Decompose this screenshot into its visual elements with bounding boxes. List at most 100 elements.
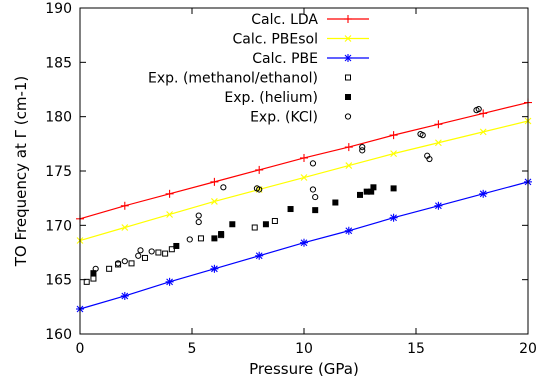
y-axis-label: TO Frequency at Γ (cm-1) xyxy=(12,76,30,267)
point-2-1 xyxy=(120,291,129,300)
point-5-20 xyxy=(426,155,433,163)
point-4-1 xyxy=(173,242,180,249)
point-5-16 xyxy=(359,143,366,151)
y-tick-label-3: 175 xyxy=(45,164,72,180)
series-line-1 xyxy=(79,120,529,242)
point-5-12 xyxy=(309,160,317,167)
point-3-1 xyxy=(90,275,97,282)
point-5-8 xyxy=(195,212,202,219)
point-2-7 xyxy=(389,213,398,222)
legend-label-5: Exp. (KCl) xyxy=(250,110,318,126)
point-2-9 xyxy=(479,189,488,198)
point-2-3 xyxy=(210,264,219,273)
y-tick-label-4: 180 xyxy=(45,110,72,126)
point-4-2 xyxy=(211,235,218,242)
point-3-2 xyxy=(106,265,113,272)
point-2-2 xyxy=(165,277,174,286)
point-0-5 xyxy=(300,153,308,162)
legend-marker-2 xyxy=(344,54,352,62)
point-3-8 xyxy=(168,246,175,253)
point-4-7 xyxy=(312,207,319,214)
legend-marker-0 xyxy=(344,15,352,23)
point-4-9 xyxy=(357,191,363,198)
x-tick-label-2: 10 xyxy=(295,341,313,357)
point-2-8 xyxy=(434,201,443,210)
legend-marker-3 xyxy=(345,74,351,81)
y-tick-label-6: 190 xyxy=(45,1,72,17)
point-5-6 xyxy=(186,236,193,243)
point-3-12 xyxy=(271,217,278,224)
point-0-2 xyxy=(165,189,174,198)
point-5-15 xyxy=(359,147,366,154)
point-3-4 xyxy=(128,260,135,267)
point-2-5 xyxy=(300,238,308,247)
series-4 xyxy=(90,184,397,277)
point-2-4 xyxy=(255,251,264,260)
point-4-12 xyxy=(370,184,377,191)
x-tick-label-3: 15 xyxy=(407,341,425,357)
point-4-5 xyxy=(262,221,269,228)
series-2 xyxy=(76,177,532,314)
point-5-7 xyxy=(195,218,202,226)
point-0-3 xyxy=(210,177,219,186)
point-0-4 xyxy=(255,165,264,174)
y-tick-label-2: 170 xyxy=(45,218,72,234)
point-5-4 xyxy=(137,247,144,254)
point-0-9 xyxy=(479,109,488,118)
point-5-0 xyxy=(92,265,99,272)
point-3-11 xyxy=(251,224,258,231)
legend-label-3: Exp. (methanol/ethanol) xyxy=(148,71,318,87)
legend-marker-1 xyxy=(344,35,352,42)
point-1-1 xyxy=(121,224,129,231)
y-tick-label-1: 165 xyxy=(45,273,72,289)
x-axis-label: Pressure (GPa) xyxy=(249,360,359,378)
point-4-13 xyxy=(390,185,397,192)
point-0-6 xyxy=(344,143,353,152)
point-0-7 xyxy=(389,131,398,140)
point-0-8 xyxy=(434,120,443,129)
point-1-7 xyxy=(390,150,397,158)
point-5-3 xyxy=(135,252,142,259)
point-5-5 xyxy=(148,248,155,255)
point-5-9 xyxy=(220,184,227,191)
point-4-8 xyxy=(332,199,339,206)
x-tick-label-4: 20 xyxy=(519,341,537,357)
y-tick-label-0: 160 xyxy=(45,327,72,343)
ticks-layer: 0 5 10 15 20 160 165 170 175 180 185 190 xyxy=(45,1,537,357)
point-0-1 xyxy=(120,201,129,210)
series-3 xyxy=(83,217,278,285)
point-2-6 xyxy=(344,226,353,235)
point-4-6 xyxy=(287,206,294,213)
point-5-18 xyxy=(419,132,426,139)
point-1-6 xyxy=(345,162,353,169)
point-5-1 xyxy=(114,260,122,267)
legend-label-2: Calc. PBE xyxy=(252,51,318,67)
marks-layer xyxy=(76,98,532,314)
legend-marker-4 xyxy=(345,94,351,100)
point-1-5 xyxy=(300,174,308,181)
point-1-2 xyxy=(166,211,173,218)
x-tick-label-1: 5 xyxy=(188,341,197,357)
point-5-22 xyxy=(475,105,482,113)
series-1 xyxy=(76,117,532,244)
point-3-7 xyxy=(162,250,169,257)
point-5-11 xyxy=(256,186,263,193)
point-1-8 xyxy=(435,139,442,147)
series-5 xyxy=(92,105,482,272)
point-5-14 xyxy=(312,193,319,201)
point-5-2 xyxy=(121,258,128,265)
point-4-4 xyxy=(229,221,236,228)
x-tick-label-0: 0 xyxy=(76,341,85,357)
point-3-0 xyxy=(83,278,90,285)
point-3-9 xyxy=(197,235,204,242)
point-3-6 xyxy=(155,249,162,256)
legend: Calc. LDA Calc. PBEsol Calc. PBE Exp. (meth… xyxy=(148,12,369,126)
point-1-3 xyxy=(211,198,218,205)
point-5-13 xyxy=(309,186,317,193)
point-3-5 xyxy=(141,254,148,261)
point-4-3 xyxy=(218,231,225,238)
y-tick-label-5: 185 xyxy=(45,55,72,71)
point-1-9 xyxy=(479,128,487,136)
legend-label-1: Calc. PBEsol xyxy=(233,32,318,48)
